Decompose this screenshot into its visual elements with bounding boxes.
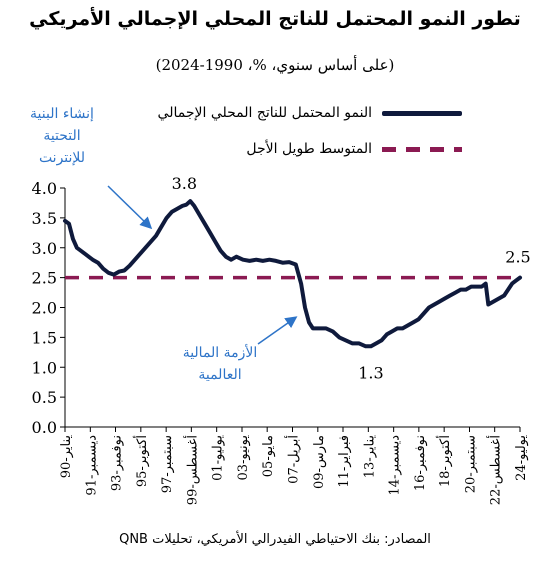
x-tick-label: يوليو-01 <box>211 435 226 481</box>
x-tick-label: سبتمبر-97 <box>160 435 175 493</box>
annotation-crisis-arrow <box>257 316 298 345</box>
x-tick-label: نوفمبر-93 <box>110 435 125 491</box>
x-tick-label: أكتوبر-95 <box>133 435 150 487</box>
legend-swatch-gdp <box>382 110 462 116</box>
annotation-crisis-line: العالمية <box>198 367 241 383</box>
legend-label-gdp: النمو المحتمل للناتج المحلي الإجمالي <box>157 105 372 121</box>
x-tick-label: مارس-09 <box>312 435 327 489</box>
y-tick-label: 3.0 <box>32 239 57 258</box>
chart-title: تطور النمو المحتمل للناتج المحلي الإجمال… <box>29 8 521 30</box>
legend-swatch-average <box>382 146 462 152</box>
x-tick-label: ديسمبر-14 <box>388 435 403 496</box>
y-tick-label: 0.5 <box>32 388 57 407</box>
y-axis: 4.0 3.5 3.0 2.5 2.0 1.5 1.0 0.5 0.0 <box>32 179 66 437</box>
gdp-series-line <box>63 199 522 349</box>
x-tick-label: يوليو-24 <box>514 435 529 481</box>
x-tick-label: أكتوبر-18 <box>436 435 453 487</box>
x-tick-label: أغسطس-22 <box>487 435 504 505</box>
annotation-crisis-line: الأزمة المالية <box>183 343 258 361</box>
legend-item-gdp: النمو المحتمل للناتج المحلي الإجمالي <box>158 105 462 121</box>
x-tick-label: سبتمبر-20 <box>463 435 478 493</box>
x-tick-label: أبريل-07 <box>285 435 302 484</box>
y-tick-label: 4.0 <box>32 179 57 198</box>
source-note: المصادر: بنك الاحتياطي الفيدرالي الأمريك… <box>119 532 431 547</box>
annotations: 3.8 1.3 2.5 إنشاء البنية التحتية للإنترنت الأز… <box>30 106 531 383</box>
x-tick-label: فبراير-11 <box>337 435 352 488</box>
x-tick-label: يناير-13 <box>362 435 377 479</box>
x-tick-label: يونيو-03 <box>236 435 251 481</box>
annotation-internet-line: التحتية <box>43 128 80 144</box>
chart-subtitle: (على أساس سنوي، %، 1990-2024) <box>155 56 395 74</box>
annotation-internet-line: للإنترنت <box>39 150 85 166</box>
x-axis: يناير-90 ديسمبر-91 نوفمبر-93 أكتوبر-95 سبتمب… <box>59 426 529 505</box>
x-tick-label: نوفمبر-16 <box>413 435 428 491</box>
y-tick-label: 3.5 <box>32 209 57 228</box>
x-tick-label: يناير-90 <box>59 435 74 479</box>
plot-area <box>63 199 522 349</box>
legend-label-average: المتوسط طويل الأجل <box>246 141 372 157</box>
annotation-latest: 2.5 <box>505 248 530 267</box>
annotation-peak: 3.8 <box>172 174 197 193</box>
annotation-internet-line: إنشاء البنية <box>30 106 94 122</box>
x-tick-label: مايو-05 <box>261 435 276 477</box>
y-tick-label: 2.5 <box>32 269 57 288</box>
annotation-internet-arrow <box>107 185 153 230</box>
y-tick-label: 2.0 <box>32 299 57 318</box>
y-tick-label: 1.0 <box>32 358 57 377</box>
y-tick-label: 0.0 <box>32 418 57 437</box>
legend-item-average: المتوسط طويل الأجل <box>246 141 462 157</box>
annotation-trough: 1.3 <box>358 363 383 382</box>
x-tick-label: ديسمبر-91 <box>84 435 99 496</box>
y-tick-label: 1.5 <box>32 328 57 347</box>
x-tick-label: أغسطس-99 <box>183 435 200 505</box>
